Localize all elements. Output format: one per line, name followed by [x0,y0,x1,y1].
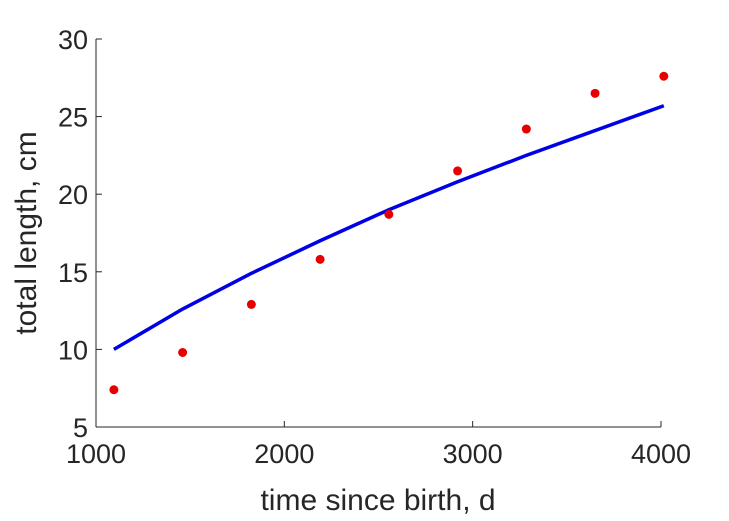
x-tick-label: 3000 [443,439,503,469]
data-point [453,166,463,176]
data-point [521,124,531,134]
y-tick-label: 5 [73,413,88,443]
data-point [384,209,394,219]
data-point [109,385,119,395]
data-point [315,254,325,264]
x-tick-label: 1000 [66,439,126,469]
y-tick-label: 10 [58,335,88,365]
y-tick-label: 15 [58,258,88,288]
y-ticks: 5 10 15 20 25 30 [58,25,102,443]
y-axis-label: total length, cm [10,131,43,334]
data-point [659,71,669,81]
x-ticks: 1000 2000 3000 4000 [66,421,691,469]
y-tick-label: 30 [58,25,88,55]
x-axis-label: time since birth, d [260,484,495,517]
series-lines [113,104,665,351]
x-tick-label: 4000 [631,439,691,469]
x-tick-label: 2000 [254,439,314,469]
series-points [109,71,669,395]
plot-area [95,39,661,428]
model-fit-line [113,104,665,351]
data-point [590,88,600,98]
y-tick-label: 25 [58,103,88,133]
data-point [246,299,256,309]
y-tick-label: 20 [58,180,88,210]
data-point [178,348,188,357]
